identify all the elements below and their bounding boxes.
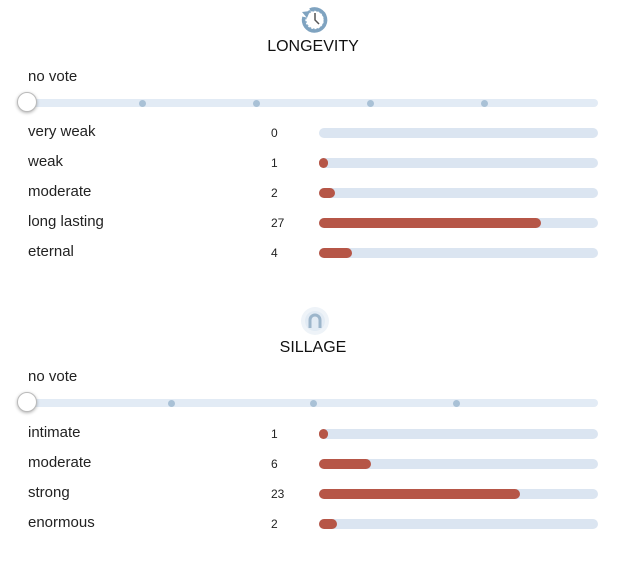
vote-label: moderate <box>28 183 92 200</box>
vote-bar-fill <box>319 489 520 499</box>
vote-label: strong <box>28 484 70 501</box>
vote-label: very weak <box>28 123 96 140</box>
slider-step[interactable] <box>367 100 374 107</box>
vote-bar-track <box>319 519 598 529</box>
vote-bar-fill <box>319 218 541 228</box>
vote-count: 1 <box>271 156 278 170</box>
vote-count: 2 <box>271 517 278 531</box>
no-vote-label: no vote <box>28 68 78 85</box>
vote-label: enormous <box>28 514 95 531</box>
slider-step[interactable] <box>168 400 175 407</box>
vote-bar-fill <box>319 188 336 198</box>
vote-bar-track <box>319 459 598 469</box>
slider-step[interactable] <box>253 100 260 107</box>
clock-refresh-icon <box>301 7 328 33</box>
vote-label: long lasting <box>28 213 104 230</box>
vote-label: eternal <box>28 243 74 260</box>
vote-label: weak <box>28 153 64 170</box>
section-title: LONGEVITY <box>267 38 359 55</box>
vote-bar-track <box>319 128 598 138</box>
slider-thumb[interactable] <box>17 392 37 412</box>
vote-count: 1 <box>271 427 278 441</box>
vote-row: moderate 6 <box>0 454 632 474</box>
vote-row: very weak 0 <box>0 123 632 143</box>
slider-step[interactable] <box>481 100 488 107</box>
no-vote-label: no vote <box>28 368 78 385</box>
vote-count: 2 <box>271 186 278 200</box>
vote-row: eternal 4 <box>0 243 632 263</box>
section-title: SILLAGE <box>279 339 347 356</box>
vote-bar-track <box>319 248 598 258</box>
vote-bar-track <box>319 158 598 168</box>
vote-count: 0 <box>271 126 278 140</box>
vote-label: intimate <box>28 424 81 441</box>
slider-step[interactable] <box>139 100 146 107</box>
vote-bar-track <box>319 218 598 228</box>
vote-row: moderate 2 <box>0 183 632 203</box>
vote-bar-track <box>319 188 598 198</box>
vote-bar-fill <box>319 459 372 469</box>
vote-row: enormous 2 <box>0 514 632 534</box>
vote-row: weak 1 <box>0 153 632 173</box>
vote-bar-fill <box>319 158 328 168</box>
slider-thumb[interactable] <box>17 92 37 112</box>
vote-count: 23 <box>271 487 285 501</box>
vote-bar-fill <box>319 519 337 529</box>
vote-count: 4 <box>271 246 278 260</box>
vote-row: long lasting 27 <box>0 213 632 233</box>
vote-bar-fill <box>319 429 328 439</box>
vote-count: 6 <box>271 457 278 471</box>
slider-step[interactable] <box>310 400 317 407</box>
longevity-vote-slider[interactable] <box>17 92 598 112</box>
vote-count: 27 <box>271 216 285 230</box>
vote-bar-track <box>319 429 598 439</box>
vote-bar-track <box>319 489 598 499</box>
vote-row: intimate 1 <box>0 424 632 444</box>
vote-label: moderate <box>28 454 92 471</box>
sillage-icon <box>301 307 329 335</box>
slider-step[interactable] <box>453 400 460 407</box>
vote-row: strong 23 <box>0 484 632 504</box>
vote-bar-fill <box>319 248 352 258</box>
sillage-vote-slider[interactable] <box>17 392 598 412</box>
